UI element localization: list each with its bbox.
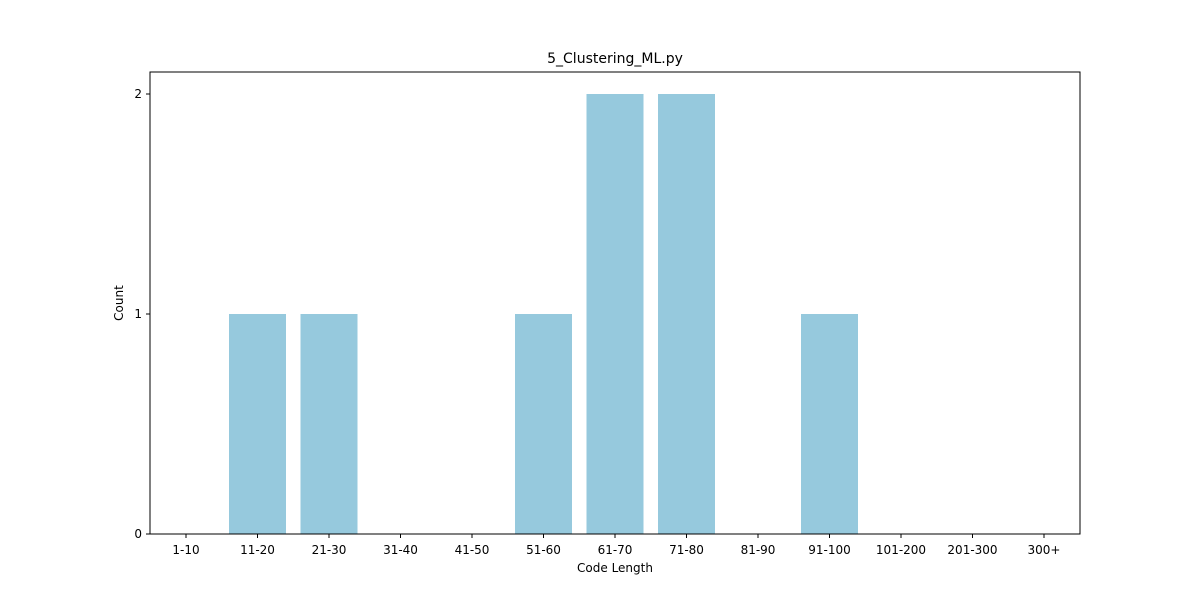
x-tick-label: 11-20 <box>240 543 275 557</box>
x-tick-label: 51-60 <box>526 543 561 557</box>
x-tick-label: 300+ <box>1028 543 1061 557</box>
y-tick-label: 0 <box>134 527 142 541</box>
bar-51-60 <box>515 314 572 534</box>
x-tick-label: 31-40 <box>383 543 418 557</box>
x-tick-label: 201-300 <box>947 543 997 557</box>
bars-layer <box>229 94 858 534</box>
bar-61-70 <box>586 94 644 534</box>
bar-91-100 <box>801 314 858 534</box>
y-axis-title: Count <box>112 285 126 321</box>
x-tick-label: 61-70 <box>598 543 633 557</box>
x-tick-label: 41-50 <box>455 543 490 557</box>
x-tick-label: 91-100 <box>808 543 851 557</box>
y-tick-label: 1 <box>134 307 142 321</box>
bar-71-80 <box>658 94 715 534</box>
x-tick-label: 21-30 <box>312 543 347 557</box>
x-tick-label: 81-90 <box>741 543 776 557</box>
x-tick-label: 101-200 <box>876 543 926 557</box>
bar-11-20 <box>229 314 286 534</box>
chart-title: 5_Clustering_ML.py <box>547 51 683 67</box>
x-tick-label: 1-10 <box>172 543 199 557</box>
y-tick-label: 2 <box>134 87 142 101</box>
bar-21-30 <box>300 314 358 534</box>
x-tick-label: 71-80 <box>669 543 704 557</box>
x-axis: 1-10 11-20 21-30 31-40 41-50 51-60 61-70 71-80 8… <box>172 534 1060 557</box>
y-axis: 0 1 2 <box>134 87 150 541</box>
x-axis-title: Code Length <box>577 561 653 575</box>
